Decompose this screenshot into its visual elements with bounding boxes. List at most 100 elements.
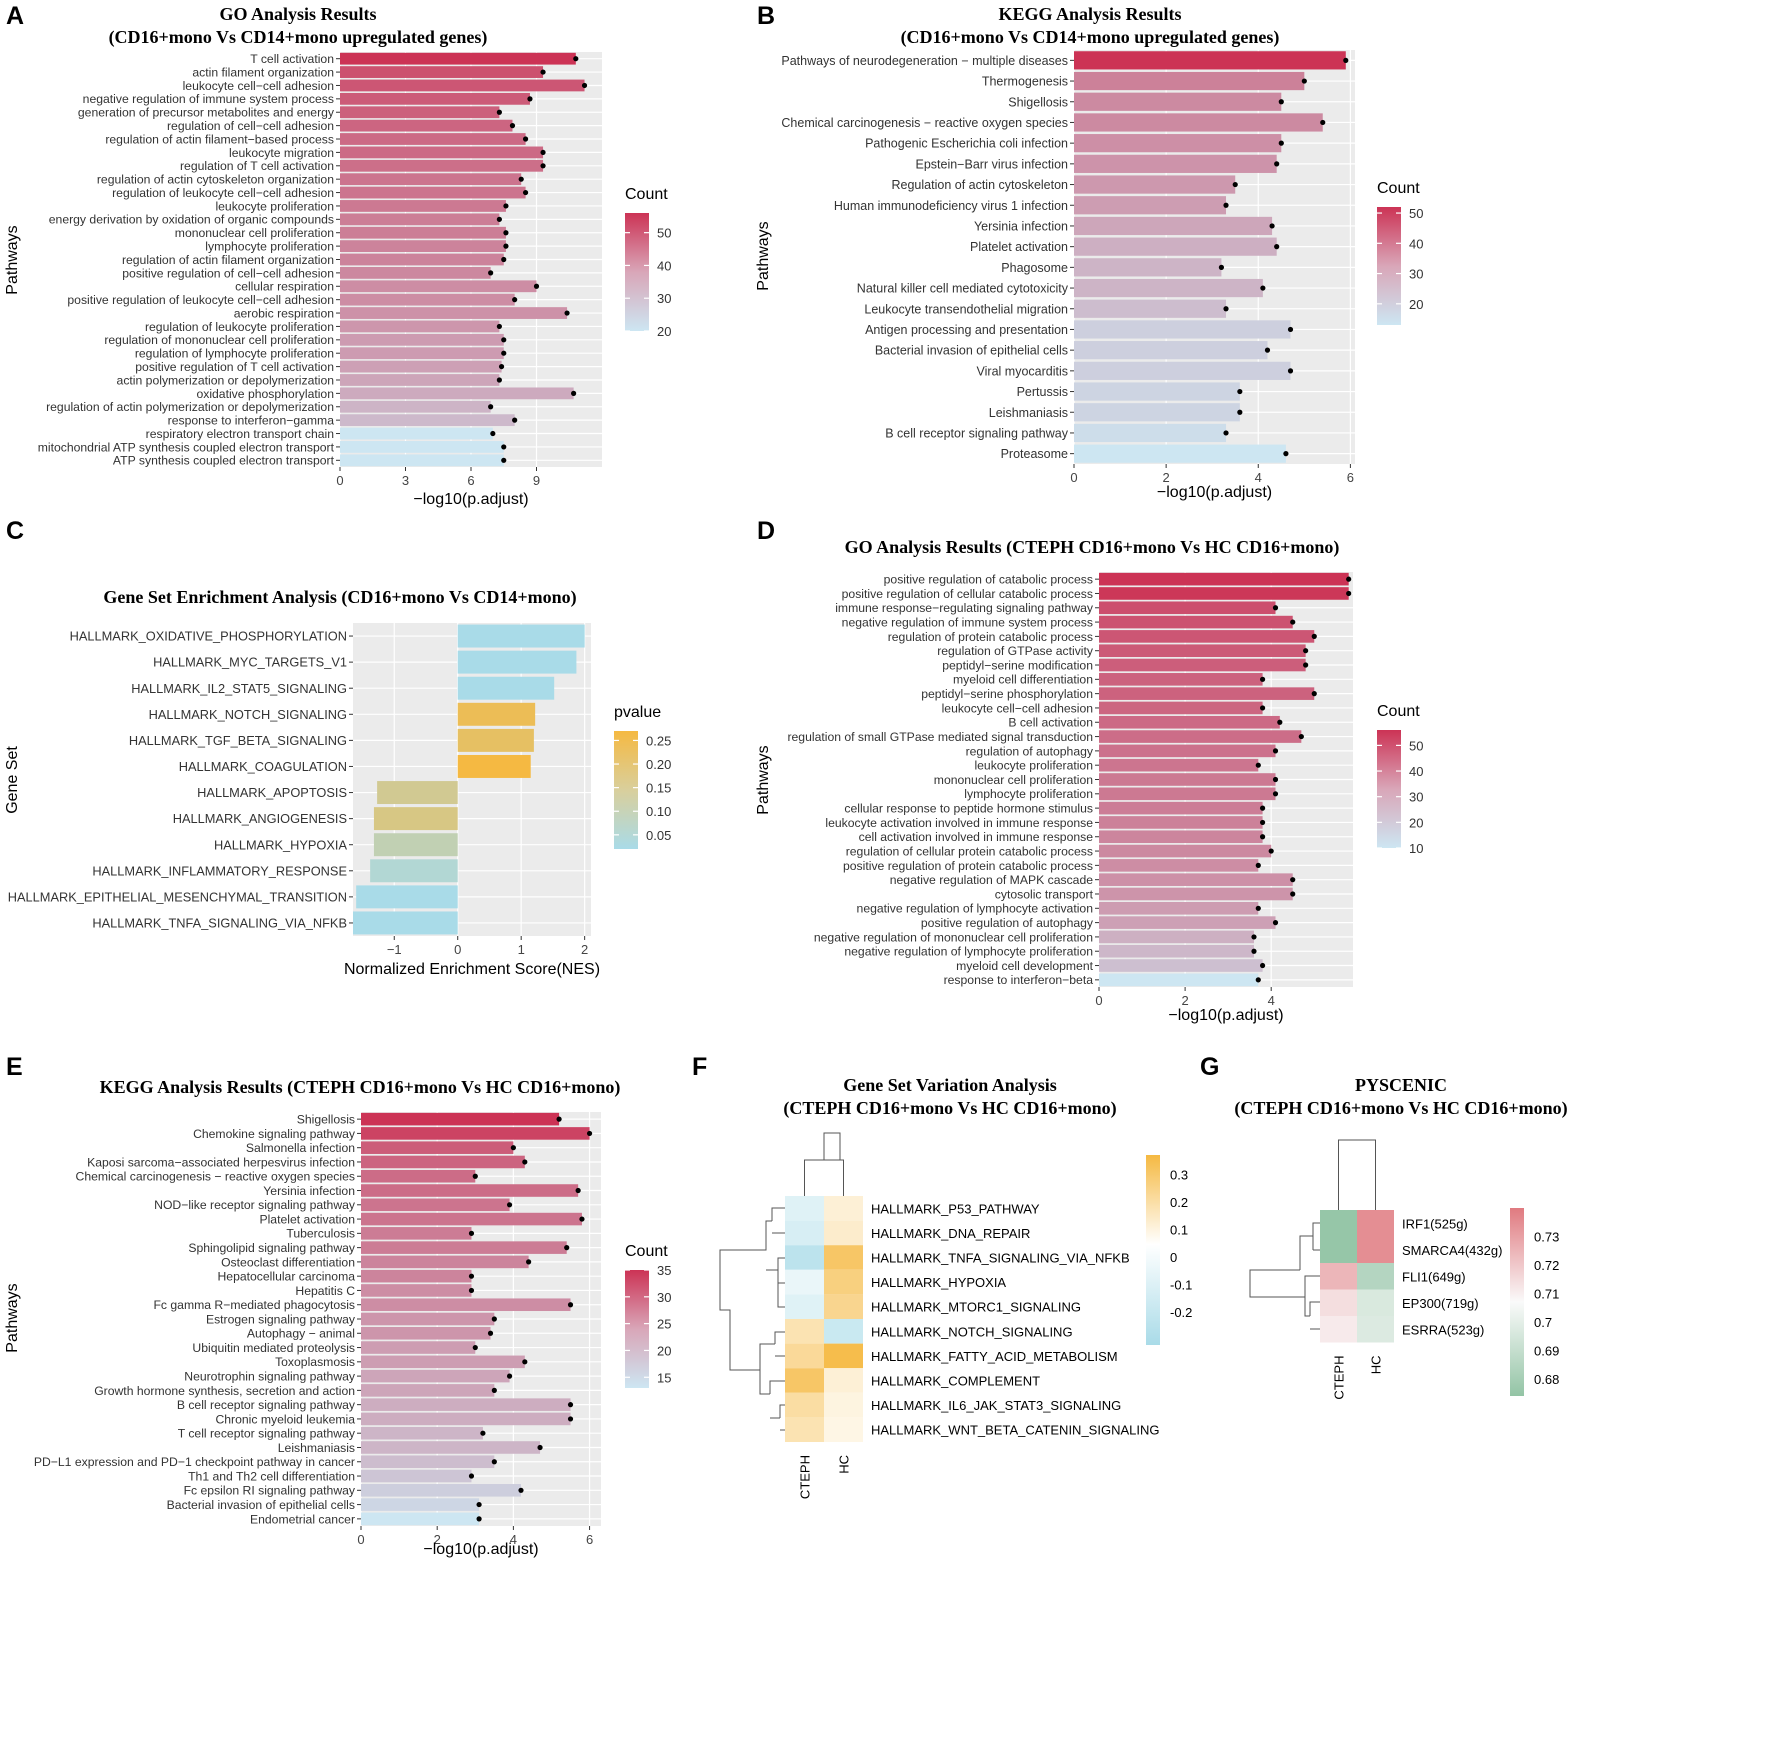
bar — [373, 833, 458, 857]
category-label: Kaposi sarcoma−associated herpesvirus in… — [87, 1155, 355, 1169]
bar — [1074, 196, 1227, 215]
dendrogram — [774, 1331, 785, 1344]
category-label: Bacterial invasion of epithelial cells — [875, 344, 1068, 358]
panel-c: C Gene Set Enrichment Analysis (CD16+mono… — [4, 517, 671, 978]
category-label: leukocyte proliferation — [215, 199, 334, 213]
bar-end-dot — [488, 270, 494, 276]
bar — [340, 253, 504, 266]
heatmap-cell — [785, 1220, 824, 1246]
bar — [361, 1284, 472, 1297]
bar-end-dot — [501, 350, 507, 356]
panel-letter: E — [6, 1053, 23, 1081]
category-label: positive regulation of cellular cataboli… — [842, 587, 1093, 601]
panel-letter: C — [6, 517, 24, 545]
category-label: HALLMARK_COAGULATION — [179, 759, 347, 774]
bar — [1099, 901, 1259, 915]
heatmap-cell — [824, 1196, 863, 1221]
bar-end-dot — [468, 1273, 475, 1279]
bar-end-dot — [512, 297, 518, 303]
bar-end-dot — [1287, 326, 1294, 333]
legend-tick-label: 15 — [657, 1370, 671, 1385]
bar — [361, 1512, 480, 1526]
bar — [340, 213, 500, 226]
bar-end-dot — [1259, 834, 1266, 840]
dendrogram — [759, 1355, 770, 1395]
bar-end-dot — [1260, 285, 1266, 291]
chart-title: GO Analysis Results — [219, 4, 376, 24]
category-label: HALLMARK_NOTCH_SIGNALING — [149, 707, 347, 722]
category-label: Proteasome — [1001, 447, 1068, 461]
heatmap-cell — [824, 1319, 863, 1344]
legend-colorbar — [625, 213, 649, 331]
category-label: B cell receptor signaling pathway — [885, 426, 1068, 440]
bar — [361, 1355, 525, 1369]
category-label: HALLMARK_TNFA_SIGNALING_VIA_NFKB — [92, 916, 347, 931]
x-tick-label: 0 — [454, 942, 461, 957]
category-label: negative regulation of mononuclear cell … — [814, 930, 1093, 944]
dendrogram — [1249, 1269, 1305, 1298]
bar — [457, 754, 531, 778]
bar-end-dot — [540, 163, 546, 169]
row-label: HALLMARK_WNT_BETA_CATENIN_SIGNALING — [871, 1423, 1159, 1438]
bar-end-dot — [1290, 877, 1296, 883]
panel-letter: D — [757, 517, 775, 545]
category-label: mitochondrial ATP synthesis coupled elec… — [38, 440, 335, 454]
bar — [1074, 278, 1263, 298]
bar-end-dot — [1255, 977, 1261, 983]
column-label: CTEPH — [1332, 1356, 1347, 1400]
category-label: regulation of T cell activation — [180, 159, 334, 173]
bar-end-dot — [496, 377, 502, 383]
category-label: cell activation involved in immune respo… — [859, 830, 1094, 844]
bar-end-dot — [526, 1259, 532, 1265]
bar — [361, 1369, 510, 1383]
chart-title: KEGG Analysis Results — [998, 4, 1181, 24]
category-label: positive regulation of catabolic process — [884, 573, 1093, 587]
bar — [361, 1169, 476, 1183]
bar — [361, 1127, 590, 1140]
legend-tick-label: 40 — [1409, 764, 1423, 779]
bar-end-dot — [579, 1216, 585, 1222]
bar — [361, 1412, 571, 1426]
bar — [340, 307, 568, 319]
chart-subtitle: (CD16+mono Vs CD14+mono upregulated gene… — [901, 27, 1280, 48]
category-label: regulation of leukocyte cell−cell adhesi… — [112, 186, 334, 200]
bar — [340, 374, 500, 386]
bar-end-dot — [1272, 605, 1279, 611]
bar-end-dot — [1232, 181, 1238, 188]
bar-end-dot — [472, 1344, 478, 1351]
bar — [340, 427, 493, 440]
bar — [340, 414, 515, 427]
bar-end-dot — [1223, 306, 1229, 312]
dendrogram — [1338, 1139, 1376, 1210]
category-label: Autophagy − animal — [247, 1327, 355, 1341]
bar — [1099, 816, 1263, 829]
bar — [1074, 92, 1282, 111]
legend-tick-label: 10 — [1409, 841, 1423, 856]
x-axis-label: −log10(p.adjust) — [413, 491, 528, 508]
bar-end-dot — [556, 1116, 562, 1122]
heatmap-cell — [785, 1245, 824, 1270]
category-label: HALLMARK_INFLAMMATORY_RESPONSE — [92, 863, 347, 878]
legend-tick-label: 0.25 — [646, 733, 671, 748]
category-label: regulation of GTPase activity — [937, 644, 1094, 658]
legend-tick-label: 0.05 — [646, 828, 671, 843]
category-label: leukocyte cell−cell adhesion — [183, 79, 334, 93]
category-label: negative regulation of immune system pro… — [83, 92, 334, 106]
bar — [1099, 859, 1259, 872]
category-label: regulation of protein catabolic process — [888, 630, 1093, 644]
legend-tick-label: 0.73 — [1534, 1229, 1559, 1244]
category-label: PD−L1 expression and PD−1 checkpoint pat… — [34, 1455, 355, 1469]
x-tick-label: 6 — [1347, 470, 1354, 485]
bar-end-dot — [509, 123, 516, 129]
dendrogram — [766, 1269, 785, 1308]
bar-end-dot — [1272, 776, 1279, 783]
category-label: actin filament organization — [192, 65, 334, 79]
bar — [1099, 601, 1276, 615]
legend-tick-label: 0.69 — [1534, 1343, 1559, 1358]
category-label: Growth hormone synthesis, secretion and … — [94, 1384, 355, 1398]
category-label: generation of precursor metabolites and … — [78, 106, 335, 120]
bar — [457, 676, 555, 700]
bar — [361, 1441, 541, 1454]
row-label: IRF1(525g) — [1402, 1216, 1468, 1231]
bar — [1074, 423, 1227, 443]
